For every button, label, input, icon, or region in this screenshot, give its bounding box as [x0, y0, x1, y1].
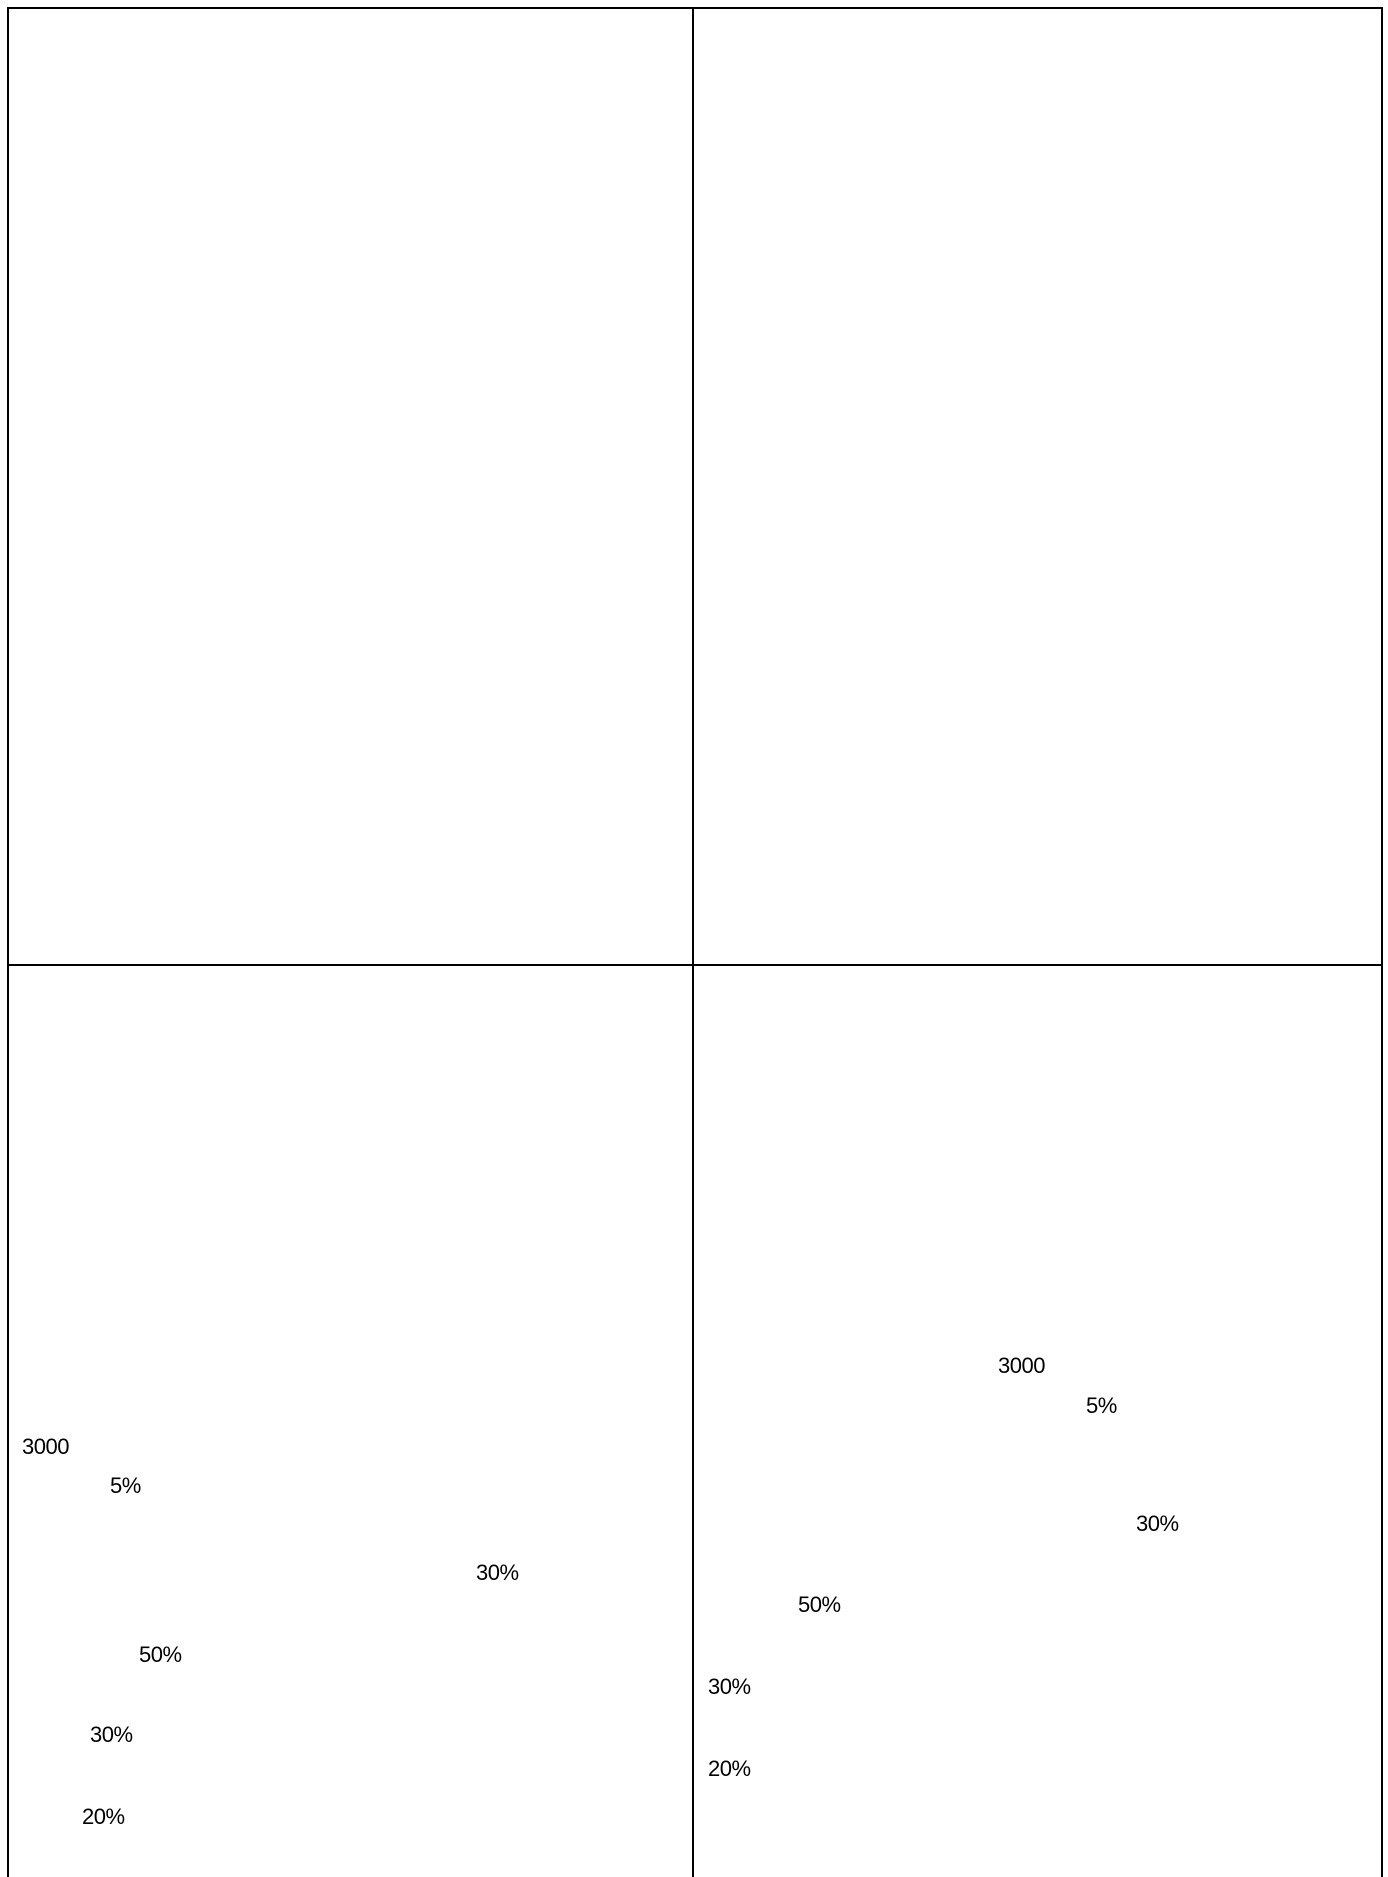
- border-left: [7, 7, 9, 1877]
- panel-bottom-right: 3000 5% 30% 50% 30% 20%: [694, 966, 1381, 1877]
- panel-top-left: [9, 9, 692, 964]
- label-percent-30: 30%: [476, 1560, 519, 1585]
- border-right: [1381, 7, 1383, 1877]
- label-percent-5: 5%: [110, 1473, 141, 1498]
- panel-top-right: [694, 9, 1381, 964]
- border-top: [7, 7, 1383, 9]
- horizontal-divider: [7, 964, 1383, 966]
- vertical-divider: [692, 7, 694, 1877]
- label-percent-20: 20%: [82, 1804, 125, 1829]
- label-value-3000: 3000: [22, 1434, 69, 1459]
- panel-bottom-left: 3000 5% 30% 50% 30% 20%: [9, 966, 692, 1877]
- label-percent-30: 30%: [708, 1674, 751, 1699]
- label-percent-30: 30%: [90, 1722, 133, 1747]
- label-percent-20: 20%: [708, 1756, 751, 1781]
- label-percent-5: 5%: [1086, 1393, 1117, 1418]
- label-percent-50: 50%: [139, 1642, 182, 1667]
- label-percent-30: 30%: [1136, 1511, 1179, 1536]
- label-percent-50: 50%: [798, 1592, 841, 1617]
- label-value-3000: 3000: [998, 1353, 1045, 1378]
